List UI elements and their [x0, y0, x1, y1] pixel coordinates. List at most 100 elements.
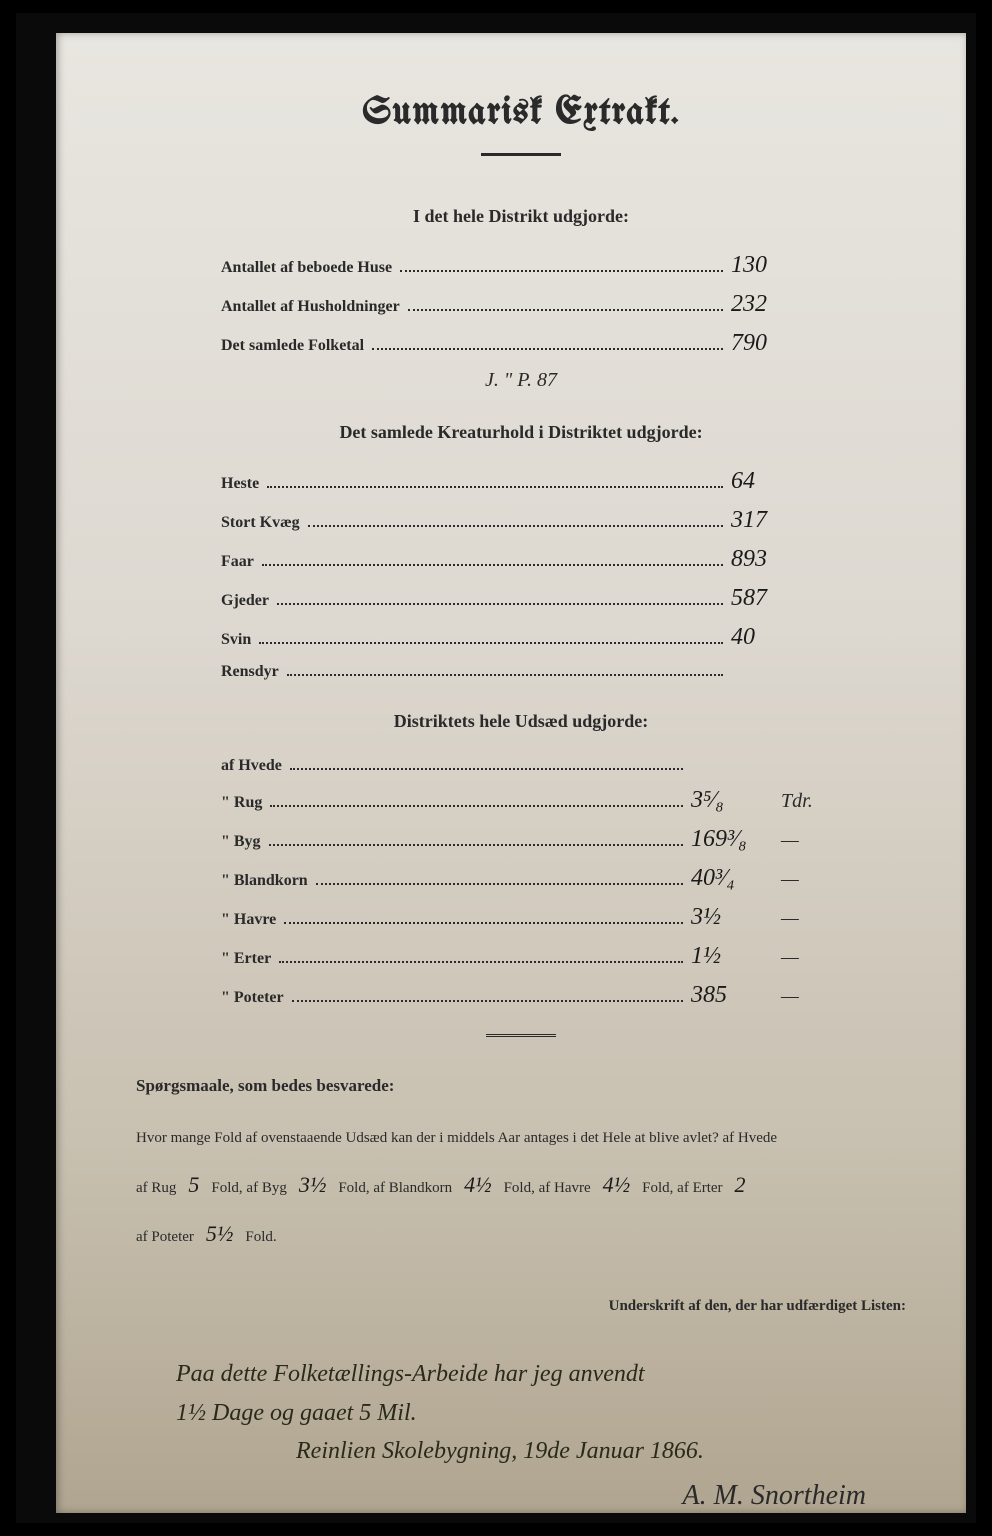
value: 385 — [691, 982, 781, 1009]
row-sheep: Faar 893 — [221, 546, 821, 573]
q-val: 4½ — [458, 1161, 498, 1209]
q-val: 3½ — [293, 1161, 333, 1209]
leader-dots — [408, 309, 723, 311]
question-line2: af Poteter 5½ Fold. — [136, 1210, 906, 1258]
value: 317 — [731, 507, 821, 534]
row-population: Det samlede Folketal 790 — [221, 330, 821, 357]
row-cattle: Stort Kvæg 317 — [221, 507, 821, 534]
row-peas: " Erter 1½ — — [221, 943, 821, 970]
title-rule — [481, 153, 561, 156]
document-page: Summarisk Extrakt. I det hele Distrikt u… — [56, 33, 966, 1513]
label: " Blandkorn — [221, 872, 308, 890]
q-post: Fold, af Blandkorn — [338, 1172, 452, 1205]
unit: — — [781, 829, 821, 852]
value: 232 — [731, 291, 821, 318]
leader-dots — [279, 961, 683, 963]
leader-dots — [372, 348, 723, 350]
q-post: Fold, af Erter — [642, 1172, 722, 1205]
value: 40³⁄₄ — [691, 865, 781, 892]
section1-annotation: J. " P. 87 — [221, 369, 821, 392]
unit: — — [781, 907, 821, 930]
unit: Tdr. — [781, 790, 821, 813]
value: 169³⁄₈ — [691, 826, 781, 853]
value: 64 — [731, 468, 821, 495]
label: Det samlede Folketal — [221, 337, 364, 355]
row-wheat: af Hvede — [221, 757, 821, 775]
leader-dots — [284, 922, 683, 924]
question-intro: Hvor mange Fold af ovenstaaende Udsæd ka… — [136, 1122, 906, 1155]
leader-dots — [270, 805, 683, 807]
row-horses: Heste 64 — [221, 468, 821, 495]
row-goats: Gjeder 587 — [221, 585, 821, 612]
label: Rensdyr — [221, 663, 279, 681]
signature: A. M. Snortheim — [136, 1480, 906, 1512]
row-houses: Antallet af beboede Huse 130 — [221, 252, 821, 279]
leader-dots — [292, 1000, 683, 1002]
row-households: Antallet af Husholdninger 232 — [221, 291, 821, 318]
label: " Rug — [221, 794, 262, 812]
value: 790 — [731, 330, 821, 357]
q-post: Fold. — [245, 1221, 276, 1254]
label: " Erter — [221, 950, 271, 968]
section2-rows: Heste 64 Stort Kvæg 317 Faar 893 Gjeder … — [221, 468, 821, 681]
label: Gjeder — [221, 592, 269, 610]
label: af Hvede — [221, 757, 282, 775]
leader-dots — [290, 768, 683, 770]
question-line1: af Rug 5 Fold, af Byg 3½ Fold, af Blandk… — [136, 1161, 906, 1209]
value: 587 — [731, 585, 821, 612]
q-pre: af Rug — [136, 1172, 176, 1205]
row-reindeer: Rensdyr — [221, 663, 821, 681]
section2-heading: Det samlede Kreaturhold i Distriktet udg… — [136, 422, 906, 443]
unit: — — [781, 985, 821, 1008]
note-line2: 1½ Dage og gaaet 5 Mil. — [176, 1394, 906, 1432]
row-pigs: Svin 40 — [221, 624, 821, 651]
row-potatoes: " Poteter 385 — — [221, 982, 821, 1009]
leader-dots — [287, 674, 723, 676]
value: 1½ — [691, 943, 781, 970]
q-val: 2 — [729, 1161, 752, 1209]
value: 40 — [731, 624, 821, 651]
value: 893 — [731, 546, 821, 573]
q-post: Fold, af Byg — [211, 1172, 286, 1205]
q-val: 5 — [182, 1161, 205, 1209]
label: Heste — [221, 475, 259, 493]
leader-dots — [262, 564, 723, 566]
leader-dots — [269, 844, 683, 846]
label: " Byg — [221, 833, 261, 851]
note-line1: Paa dette Folketællings-Arbeide har jeg … — [176, 1355, 906, 1393]
page-title: Summarisk Extrakt. — [136, 93, 906, 133]
q-post: Fold, af Havre — [504, 1172, 591, 1205]
row-barley: " Byg 169³⁄₈ — — [221, 826, 821, 853]
q-val: 4½ — [597, 1161, 637, 1209]
divider-rule — [486, 1034, 556, 1037]
question-block: Spørgsmaale, som bedes besvarede: Hvor m… — [136, 1067, 906, 1258]
label: " Poteter — [221, 989, 284, 1007]
q-val: 5½ — [200, 1210, 240, 1258]
value: 130 — [731, 252, 821, 279]
section1-rows: Antallet af beboede Huse 130 Antallet af… — [221, 252, 821, 392]
question-heading: Spørgsmaale, som bedes besvarede: — [136, 1067, 906, 1104]
label: Faar — [221, 553, 254, 571]
q-pre: af Poteter — [136, 1221, 194, 1254]
unit: — — [781, 868, 821, 891]
row-rye: " Rug 3⁵⁄₈ Tdr. — [221, 787, 821, 814]
section3-rows: af Hvede " Rug 3⁵⁄₈ Tdr. " Byg 169³⁄₈ — … — [221, 757, 821, 1009]
leader-dots — [308, 525, 723, 527]
unit: — — [781, 946, 821, 969]
section1-heading: I det hele Distrikt udgjorde: — [136, 206, 906, 227]
scan-frame: Summarisk Extrakt. I det hele Distrikt u… — [16, 13, 976, 1523]
label: " Havre — [221, 911, 276, 929]
leader-dots — [267, 486, 723, 488]
label: Svin — [221, 631, 251, 649]
note-line3: Reinlien Skolebygning, 19de Januar 1866. — [176, 1432, 906, 1470]
value: 3½ — [691, 904, 781, 931]
section3-heading: Distriktets hele Udsæd udgjorde: — [136, 711, 906, 732]
label: Antallet af Husholdninger — [221, 298, 400, 316]
handwritten-note: Paa dette Folketællings-Arbeide har jeg … — [136, 1355, 906, 1470]
label: Stort Kvæg — [221, 514, 300, 532]
leader-dots — [259, 642, 723, 644]
leader-dots — [316, 883, 683, 885]
signature-label: Underskrift af den, der har udfærdiget L… — [136, 1298, 906, 1315]
label: Antallet af beboede Huse — [221, 259, 392, 277]
value: 3⁵⁄₈ — [691, 787, 781, 814]
